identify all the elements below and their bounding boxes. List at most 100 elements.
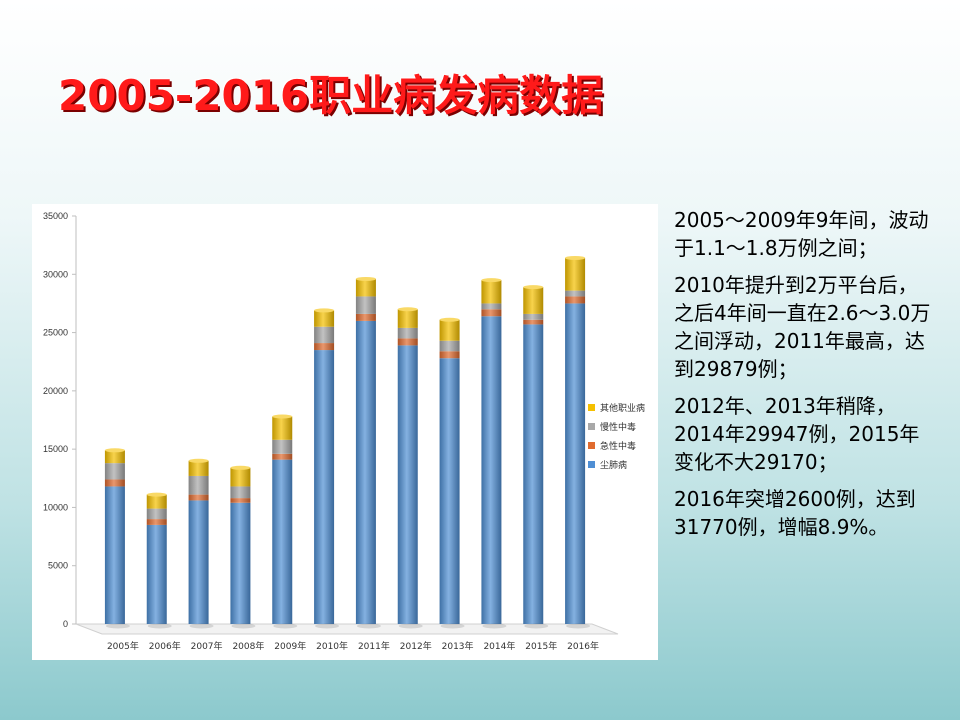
bar-segment-急性中毒 [104,479,125,487]
bar-segment-其他职业病 [146,494,167,509]
bar-segment-慢性中毒 [565,290,586,297]
bar-segment-尘肺病 [104,486,125,624]
bar-top-cap [523,285,544,290]
bar-segment-尘肺病 [272,459,293,624]
bar-segment-慢性中毒 [481,303,502,310]
bar-segment-急性中毒 [439,351,460,359]
bar-segment-急性中毒 [397,338,418,346]
note-paragraph: 2010年提升到2万平台后，之后4年间一直在2.6～3.0万之间浮动，2011年… [674,273,931,381]
legend-swatch [588,461,595,468]
x-category-label: 2008年 [232,640,264,652]
y-tick-label: 10000 [43,502,68,512]
bar-segment-急性中毒 [355,313,376,321]
bar-segment-尘肺病 [523,324,544,624]
chart-panel: 0 5000 10000 15000 20000 25000 30000 35000 2005年… [32,204,658,660]
bar-segment-急性中毒 [230,498,251,503]
legend-label: 尘肺病 [600,459,627,471]
bar-shadow [315,623,340,629]
note-paragraph: 2005～2009年9年间，波动于1.1～1.8万例之间； [674,208,929,260]
bar-segment-慢性中毒 [314,326,335,344]
stacked-bar-chart: 0 5000 10000 15000 20000 25000 30000 35000 2005年… [43,211,645,652]
bar-segment-慢性中毒 [397,327,418,339]
note-paragraph: 2012年、2013年稍降，2014年29947例，2015年变化不大29170… [674,394,920,474]
bar-top-cap [439,317,460,322]
legend-label: 慢性中毒 [600,421,636,433]
x-category-label: 2007年 [191,640,223,652]
y-tick-label: 15000 [43,444,68,454]
y-tick-label: 30000 [43,269,68,279]
bar-segment-慢性中毒 [146,508,167,520]
bar-top-cap [481,278,502,283]
bar-segment-慢性中毒 [188,475,209,495]
bar-shadow [105,623,130,629]
bar-segment-尘肺病 [146,524,167,624]
bar-shadow [482,623,507,629]
bar-segment-急性中毒 [523,319,544,325]
bar-top-cap [104,448,125,453]
note-paragraph: 2016年突增2600例，达到31770例，增幅8.9%。 [674,487,916,539]
bar-segment-其他职业病 [355,278,376,297]
bar-segment-尘肺病 [230,502,251,624]
bar-top-cap [230,465,251,470]
bar-segment-慢性中毒 [355,296,376,314]
y-tick-label: 5000 [48,561,68,571]
bar-segment-其他职业病 [188,460,209,476]
bar-segment-慢性中毒 [439,340,460,352]
bar-segment-其他职业病 [565,257,586,291]
legend-swatch [588,442,595,449]
bar-segment-急性中毒 [565,296,586,304]
x-category-label: 2015年 [525,640,557,652]
bar-segment-急性中毒 [272,453,293,460]
bar-segment-其他职业病 [230,467,251,487]
bar-top-cap [397,307,418,312]
bar-shadow [231,623,256,629]
bar-shadow [440,623,465,629]
slide-title: 2005-2016职业病发病数据 [58,71,604,120]
x-category-label: 2012年 [400,640,432,652]
bar-segment-急性中毒 [188,494,209,501]
bar-segment-慢性中毒 [272,439,293,454]
bar-shadow [147,623,172,629]
x-category-label: 2005年 [107,640,139,652]
bar-top-cap [314,308,335,313]
bar-segment-其他职业病 [397,309,418,328]
y-tick-label: 20000 [43,386,68,396]
bar-segment-其他职业病 [314,310,335,327]
x-category-label: 2016年 [567,640,599,652]
x-category-label: 2009年 [274,640,306,652]
x-category-label: 2011年 [358,640,390,652]
bar-segment-慢性中毒 [523,313,544,320]
bar-top-cap [272,414,293,419]
bar-shadow [524,623,549,629]
bar-shadow [566,623,591,629]
legend-swatch [588,423,595,430]
bar-top-cap [565,255,586,260]
bar-segment-急性中毒 [146,519,167,525]
x-category-label: 2013年 [442,640,474,652]
bar-shadow [273,623,298,629]
bar-segment-尘肺病 [355,320,376,624]
bar-segment-其他职业病 [523,287,544,314]
y-tick-label: 25000 [43,328,68,338]
bar-segment-急性中毒 [481,309,502,317]
chart-floor [75,623,619,635]
bar-top-cap [146,492,167,497]
legend-swatch [588,404,595,411]
x-category-label: 2014年 [483,640,515,652]
bar-segment-尘肺病 [565,303,586,624]
bar-top-cap [355,276,376,281]
bar-segment-慢性中毒 [104,463,125,480]
bar-segment-尘肺病 [188,500,209,624]
bar-segment-其他职业病 [439,319,460,341]
y-tick-label: 0 [63,619,68,629]
bar-segment-其他职业病 [481,280,502,304]
notes-panel: 2005～2009年9年间，波动于1.1～1.8万例之间； 2010年提升到2万… [674,206,934,550]
y-tick-label: 35000 [43,211,68,221]
bar-segment-尘肺病 [397,345,418,624]
bar-shadow [189,623,214,629]
bar-segment-尘肺病 [314,350,335,624]
x-category-label: 2006年 [149,640,181,652]
bar-segment-其他职业病 [104,450,125,464]
bar-segment-急性中毒 [314,343,335,351]
bar-shadow [356,623,381,629]
